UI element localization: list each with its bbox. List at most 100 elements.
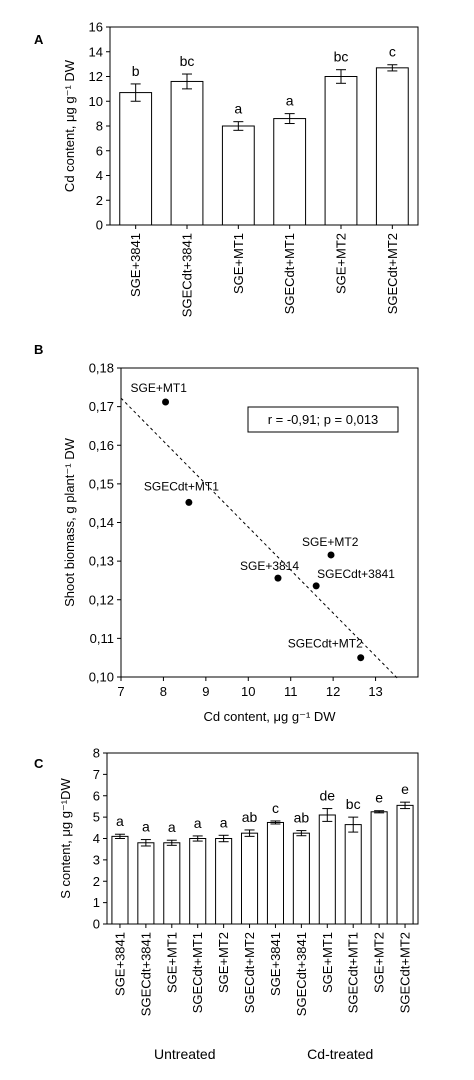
x-tick-label: 11: [284, 684, 298, 699]
bar: [111, 835, 129, 925]
y-tick-label: 14: [89, 44, 103, 59]
x-tick-label: 7: [117, 684, 124, 699]
significance-letter: a: [220, 814, 228, 830]
point-label: SGECdt+MT1: [144, 479, 219, 493]
bar: [215, 838, 233, 925]
x-tick-label: SGECdt+MT2: [385, 233, 400, 314]
x-tick-label: SGECdt+MT2: [398, 932, 413, 1013]
x-tick-label: 12: [326, 684, 340, 699]
significance-letter: e: [375, 790, 383, 806]
point-label: SGECdt+MT2: [288, 637, 363, 651]
bar: [318, 814, 336, 925]
data-point: [274, 574, 282, 582]
y-tick-label: 3: [93, 852, 100, 867]
y-tick-label: 0,13: [89, 554, 114, 569]
y-tick-label: 0,12: [89, 592, 114, 607]
bar: [344, 824, 362, 925]
y-tick-label: 0,15: [89, 476, 114, 491]
significance-letter: bc: [346, 796, 361, 812]
y-tick-label: 10: [89, 94, 103, 109]
stats-annotation: r = -0,91; p = 0,013: [268, 412, 379, 427]
x-tick-label: SGE+3841: [268, 932, 283, 996]
x-tick-label: SGECdt+3841: [294, 932, 309, 1016]
bar: [163, 842, 181, 925]
y-tick-label: 4: [93, 831, 100, 846]
x-tick-label: SGECdt+3841: [138, 932, 153, 1016]
data-point: [327, 551, 335, 559]
y-tick-label: 1: [93, 895, 100, 910]
y-tick-label: 4: [96, 168, 103, 183]
y-tick-label: 7: [93, 767, 100, 782]
panel-label: B: [34, 342, 43, 357]
significance-letter: ab: [294, 810, 310, 826]
y-tick-label: 0,14: [89, 515, 114, 530]
y-tick-label: 6: [96, 143, 103, 158]
significance-letter: a: [234, 101, 242, 117]
x-tick-label: SGE+3841: [112, 932, 127, 996]
bar: [370, 811, 388, 925]
significance-letter: a: [116, 813, 124, 829]
significance-letter: a: [142, 819, 150, 835]
x-tick-label: SGE+MT1: [164, 932, 179, 993]
point-label: SGECdt+3841: [317, 567, 395, 581]
y-tick-label: 0,10: [89, 670, 114, 685]
y-tick-label: 6: [93, 788, 100, 803]
bar: [241, 832, 259, 925]
y-tick-label: 2: [93, 874, 100, 889]
x-tick-label: 10: [241, 684, 255, 699]
bar: [396, 804, 414, 925]
bar: [189, 838, 207, 925]
data-point: [357, 654, 365, 662]
y-tick-label: 8: [96, 119, 103, 134]
y-tick-label: 0,16: [89, 438, 114, 453]
bar: [266, 821, 284, 925]
x-tick-label: 9: [202, 684, 209, 699]
y-tick-label: 0: [93, 917, 100, 932]
x-tick-label: SGE+MT2: [216, 932, 231, 993]
y-tick-label: 16: [89, 20, 103, 35]
x-tick-label: SGECdt+MT1: [190, 932, 205, 1013]
significance-letter: de: [320, 788, 336, 804]
data-point: [185, 498, 193, 506]
x-tick-label: 8: [160, 684, 167, 699]
group-label: Untreated: [154, 1046, 215, 1062]
bar: [292, 832, 310, 925]
x-tick-label: 13: [368, 684, 382, 699]
x-tick-label: SGECdt+MT1: [346, 932, 361, 1013]
x-tick-label: SGECdt+MT2: [242, 932, 257, 1013]
significance-letter: c: [272, 800, 279, 816]
x-tick-label: SGE+3841: [128, 233, 143, 297]
bar: [119, 92, 153, 226]
x-tick-label: SGE+MT1: [320, 932, 335, 993]
stats-box: [247, 406, 399, 433]
x-tick-label: SGE+MT2: [372, 932, 387, 993]
bar: [170, 80, 204, 226]
x-tick-label: SGECdt+MT1: [282, 233, 297, 314]
significance-letter: ab: [242, 809, 258, 825]
significance-letter: e: [401, 781, 409, 797]
data-point: [162, 398, 170, 406]
bar: [273, 118, 307, 226]
y-tick-label: 8: [93, 746, 100, 761]
point-label: SGE+MT1: [131, 381, 188, 395]
significance-letter: a: [168, 819, 176, 835]
significance-letter: b: [132, 63, 140, 79]
x-tick-label: SGE+MT2: [334, 233, 349, 294]
point-label: SGE+3814: [240, 559, 299, 573]
y-tick-label: 2: [96, 193, 103, 208]
bar: [375, 67, 409, 226]
significance-letter: bc: [334, 49, 349, 65]
significance-letter: bc: [180, 53, 195, 69]
y-tick-label: 0,11: [90, 631, 114, 646]
panel-label: A: [34, 32, 44, 47]
y-axis-label: Cd content, μg g⁻¹ DW: [62, 59, 77, 192]
panel-label: C: [34, 756, 44, 771]
bar: [137, 842, 155, 925]
bar: [221, 125, 255, 226]
y-tick-label: 0,18: [89, 361, 114, 376]
y-axis-label: S content, μg g⁻¹DW: [58, 777, 73, 898]
x-tick-label: SGECdt+3841: [180, 233, 195, 317]
significance-letter: a: [286, 93, 294, 109]
y-tick-label: 5: [93, 810, 100, 825]
